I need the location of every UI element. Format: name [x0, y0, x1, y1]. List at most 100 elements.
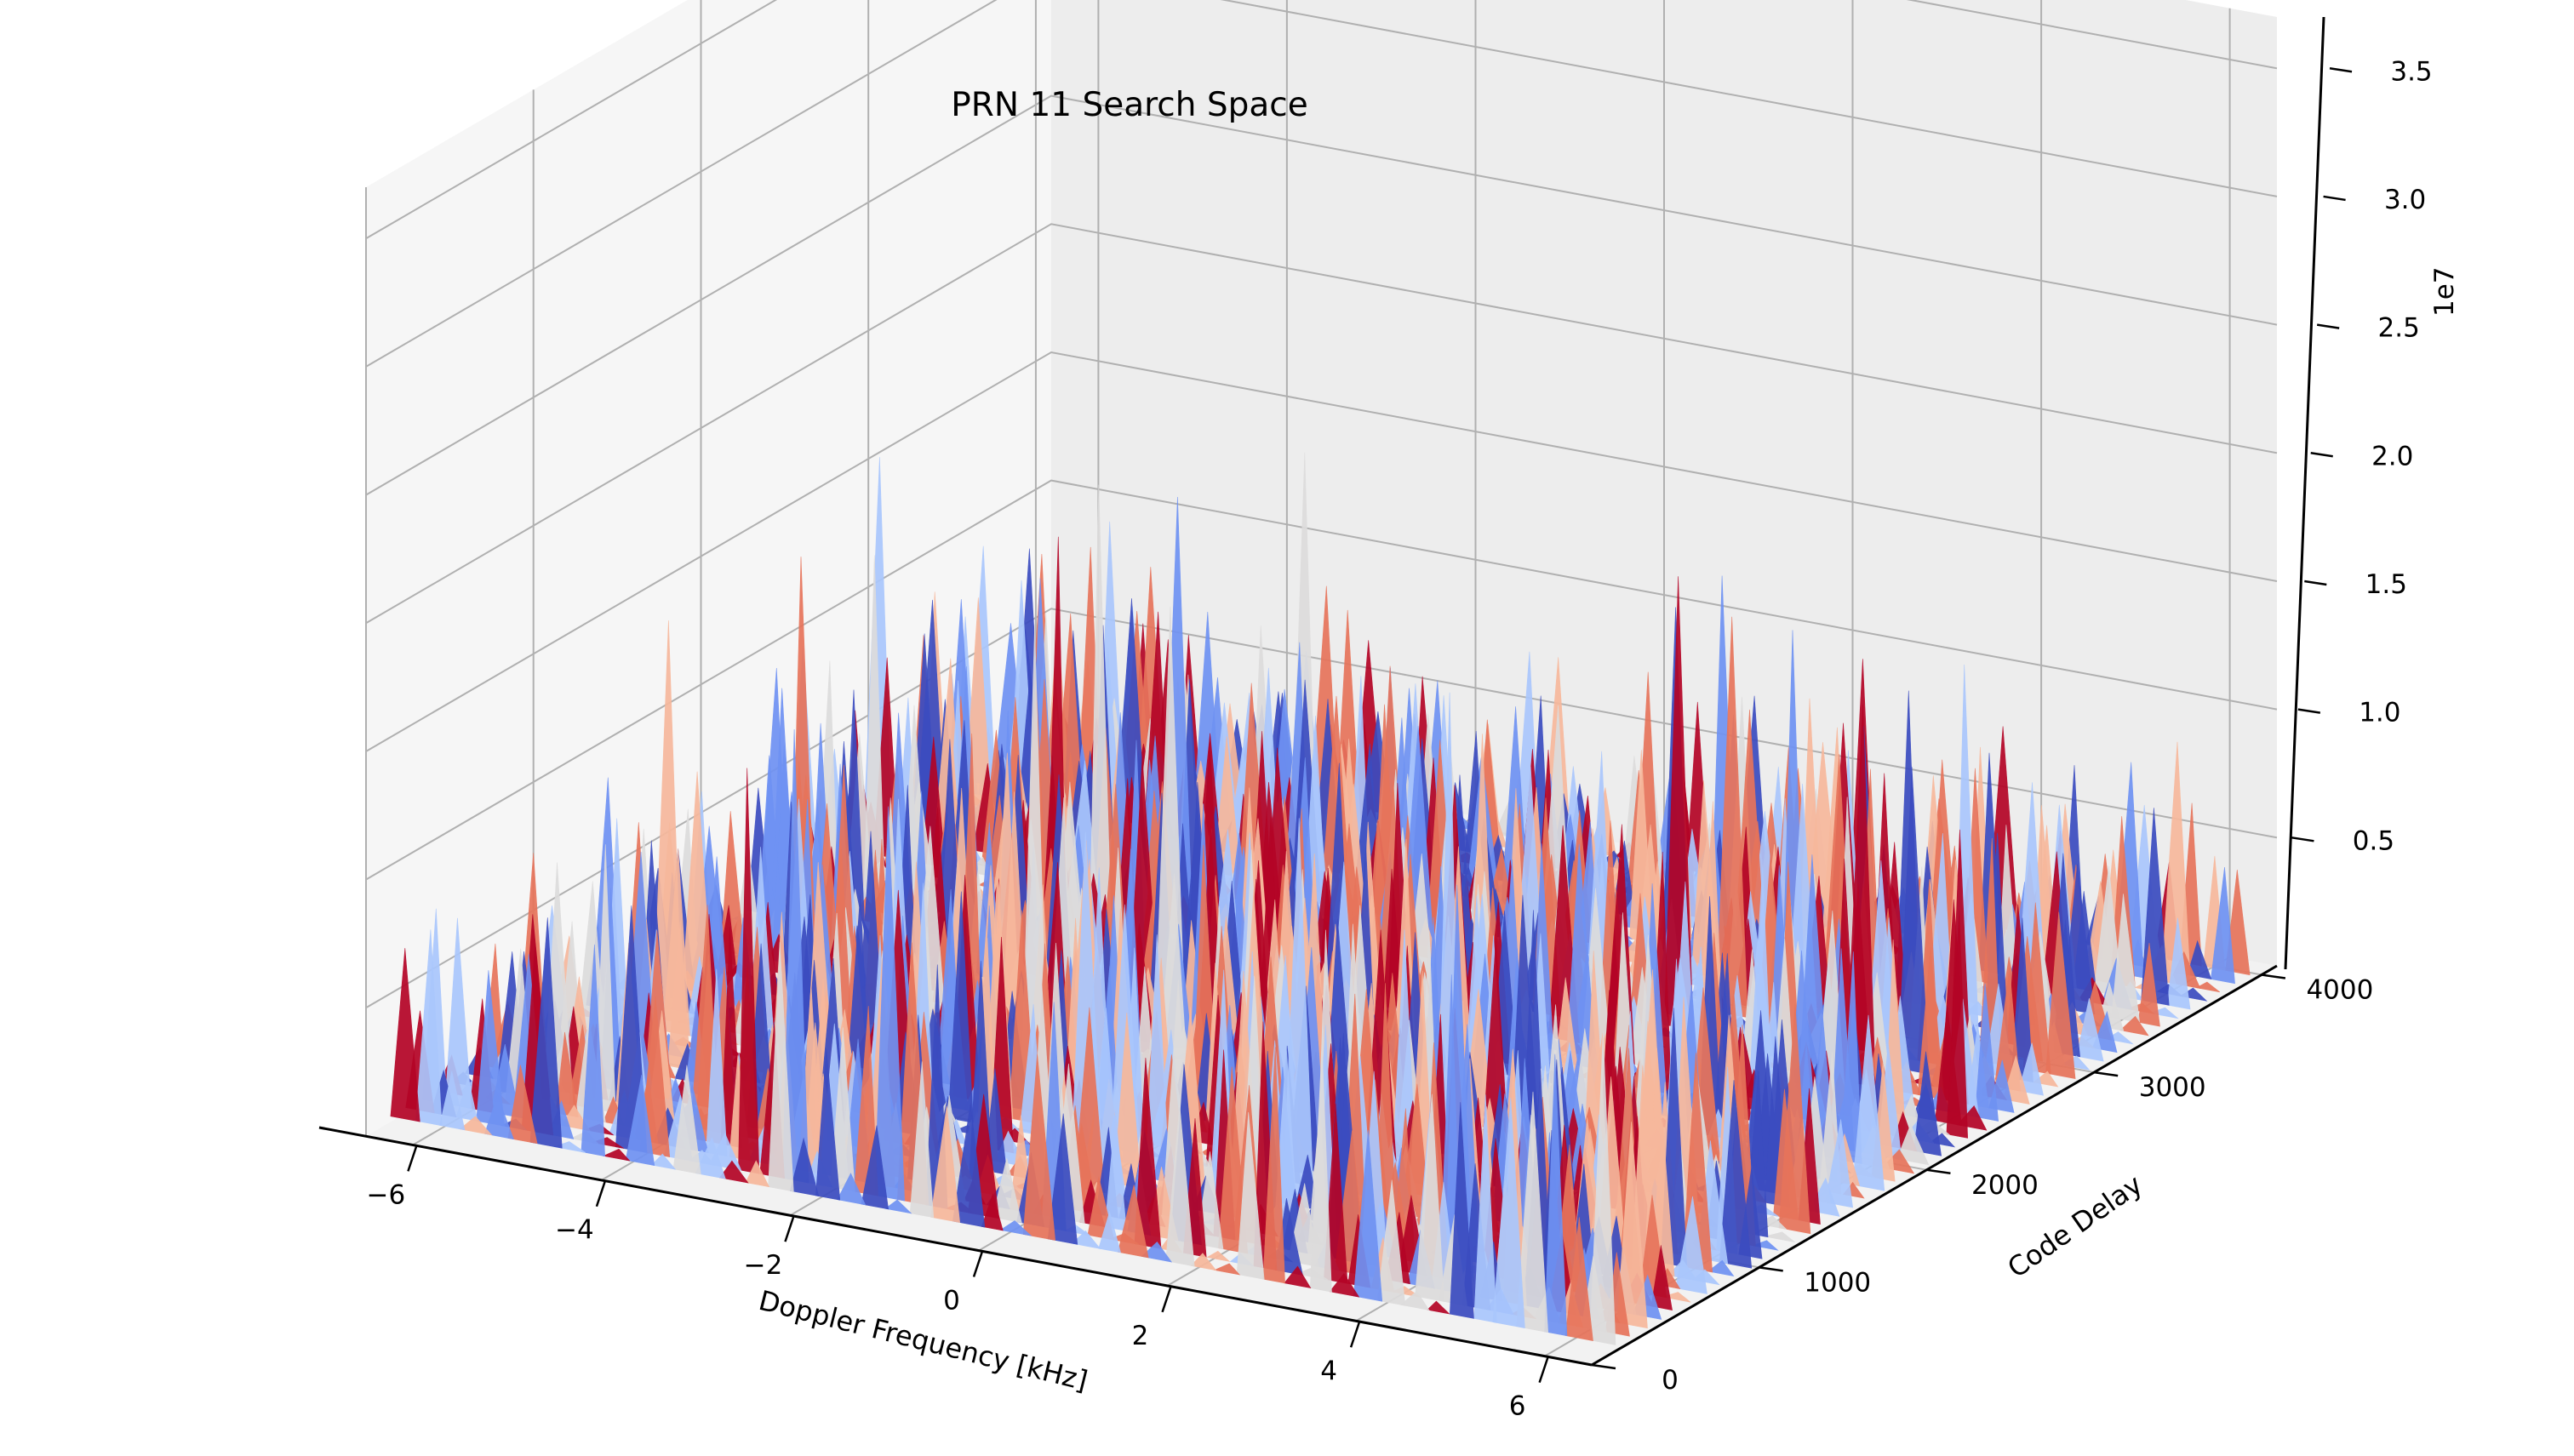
surface-spike: [1117, 1185, 1149, 1259]
chart-title: PRN 11 Search Space: [951, 86, 1307, 124]
x-tick: [1538, 1356, 1549, 1384]
surface-spike: [1896, 1123, 1930, 1166]
surface-spike: [1206, 1250, 1231, 1262]
surface-spike: [1262, 1047, 1285, 1284]
y-tick-label: 2000: [1971, 1170, 2039, 1201]
z-tick: [2329, 67, 2353, 73]
surface-spike: [1141, 1241, 1173, 1263]
surface-spike: [2017, 1042, 2044, 1096]
surface-spike: [2211, 866, 2235, 985]
surface-spike: [1544, 1053, 1568, 1337]
grid-line-z: [365, 94, 2278, 496]
x-tick: [1161, 1286, 1172, 1313]
surface-spike: [2119, 1015, 2149, 1036]
grid-line-z: [365, 608, 2278, 1009]
grid-line-z: [365, 0, 2278, 368]
surface-spike: [650, 1153, 677, 1170]
surface-spike: [789, 1137, 820, 1196]
surface-spike: [992, 1157, 1022, 1224]
surface-spike: [1165, 1105, 1195, 1267]
surface-spike: [1897, 767, 1930, 1075]
surface-spike: [1071, 1230, 1101, 1249]
z-tick-label: 3.5: [2390, 56, 2432, 87]
surface-spike: [484, 1094, 514, 1140]
surface-spike: [2137, 943, 2160, 1027]
surface-spike: [861, 1125, 889, 1210]
x-tick: [407, 1145, 418, 1172]
surface-spike: [1329, 1273, 1360, 1298]
surface-spike: [1399, 1290, 1430, 1311]
surface-spike: [1492, 1098, 1525, 1328]
z-tick-label: 1.0: [2359, 698, 2400, 728]
x-axis-line: [318, 1126, 1593, 1367]
surface-spike: [672, 1065, 701, 1175]
y-tick: [1591, 1363, 1616, 1370]
surface-spike: [1616, 1122, 1648, 1329]
surface-spike: [529, 917, 563, 1149]
surface-spike: [1427, 1300, 1450, 1315]
x-tick-label: −4: [555, 1215, 594, 1246]
surface-spike: [1662, 1292, 1691, 1303]
y-tick: [1759, 1266, 1783, 1272]
surface-spike: [738, 768, 760, 1174]
y-tick-label: 4000: [2306, 975, 2373, 1006]
surface-spike: [930, 1105, 961, 1223]
surface-spike: [768, 942, 794, 1192]
z-tick: [2310, 452, 2333, 458]
left-pane: [366, 0, 1051, 1136]
x-tick: [1349, 1321, 1361, 1348]
surface-spike: [1415, 1093, 1445, 1302]
grid-line-z: [365, 351, 2278, 752]
correlation-surface: [390, 452, 2251, 1345]
surface-spike: [745, 1160, 770, 1188]
surface-spike: [507, 1065, 538, 1145]
surface-spike: [1650, 1245, 1673, 1310]
surface-spike: [909, 1061, 935, 1219]
surface-spike: [390, 948, 420, 1122]
surface-spike: [837, 1173, 867, 1206]
z-tick: [2297, 708, 2321, 714]
surface-spike: [555, 1031, 579, 1118]
surface-spike: [594, 844, 616, 1114]
surface-spike: [1719, 1080, 1753, 1269]
surface-spike: [952, 1103, 986, 1228]
surface-spike: [1675, 1196, 1707, 1294]
surface-spike: [1022, 1053, 1056, 1241]
surface-spike: [1564, 1217, 1593, 1341]
y-tick-label: 3000: [2139, 1072, 2206, 1103]
y-tick: [1926, 1168, 1951, 1175]
surface-spike: [1946, 910, 1969, 1139]
z-tick-label: 3.0: [2384, 185, 2426, 215]
z-tick-label: 0.5: [2353, 825, 2394, 856]
surface-spike: [1913, 1051, 1942, 1156]
x-axis-label: Doppler Frequency [kHz]: [756, 1284, 1091, 1397]
surface-spike: [1309, 1044, 1332, 1293]
z-tick: [2304, 580, 2327, 586]
surface-spike: [439, 1071, 466, 1131]
surface-spike: [455, 1076, 478, 1122]
surface-spike: [1516, 1091, 1549, 1333]
z-tick: [2316, 323, 2340, 329]
y-tick: [2093, 1071, 2119, 1077]
surface-spike: [1449, 1102, 1474, 1319]
surface-spike: [884, 1199, 912, 1214]
surface-spike: [1104, 1111, 1127, 1231]
z-tick: [2291, 836, 2314, 842]
surface-spike: [1376, 1179, 1406, 1306]
surface-spike: [1353, 1129, 1383, 1302]
surface-spike: [1974, 983, 1999, 1122]
surface-spike: [1473, 1094, 1497, 1323]
surface-spike: [874, 806, 906, 1202]
surface-spike: [581, 944, 606, 1157]
surface-spike: [981, 1193, 1004, 1231]
surface-spike: [999, 1220, 1032, 1236]
tick-marks: −6 −4 −2 0 2 4 6 0 1000 2000 3000 4000 0.5 1.0 1.5 2.0 2…: [367, 56, 2433, 1421]
surface-spike: [815, 1048, 841, 1201]
grid-line-z: [365, 0, 2278, 240]
surface-spike: [602, 1148, 631, 1162]
surface-spike: [1134, 1057, 1162, 1249]
surface-spike: [2076, 998, 2104, 1062]
y-tick-label: 1000: [1804, 1267, 1871, 1298]
grid-line-z: [365, 223, 2278, 625]
